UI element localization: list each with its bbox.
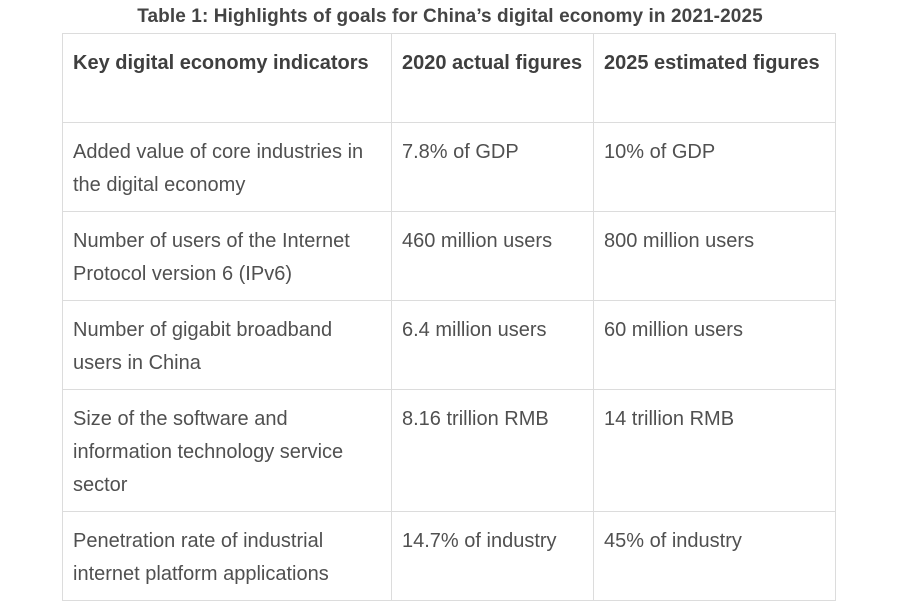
table-caption: Table 1: Highlights of goals for China’s… [137,6,763,27]
table-header-row: Key digital economy indicators 2020 actu… [62,33,836,123]
estimated-2025-cell: 10% of GDP [593,122,836,212]
indicator-cell: Number of users of the Internet Protocol… [62,211,392,301]
header-indicator: Key digital economy indicators [62,33,392,123]
header-2025-estimated: 2025 estimated figures [593,33,836,123]
header-2020-actual: 2020 actual figures [391,33,594,123]
actual-2020-cell: 8.16 trillion RMB [391,389,594,512]
table-row: Number of users of the Internet Protocol… [62,211,836,301]
actual-2020-cell: 7.8% of GDP [391,122,594,212]
table-row: Penetration rate of industrial internet … [62,511,836,601]
indicator-cell: Size of the software and information tec… [62,389,392,512]
table-row: Number of gigabit broadband users in Chi… [62,300,836,390]
table-row: Size of the software and information tec… [62,389,836,512]
estimated-2025-cell: 14 trillion RMB [593,389,836,512]
table-row: Added value of core industries in the di… [62,122,836,212]
digital-economy-table: Key digital economy indicators 2020 actu… [62,33,836,601]
indicator-cell: Added value of core industries in the di… [62,122,392,212]
estimated-2025-cell: 60 million users [593,300,836,390]
indicator-cell: Number of gigabit broadband users in Chi… [62,300,392,390]
indicator-cell: Penetration rate of industrial internet … [62,511,392,601]
estimated-2025-cell: 800 million users [593,211,836,301]
actual-2020-cell: 6.4 million users [391,300,594,390]
actual-2020-cell: 460 million users [391,211,594,301]
actual-2020-cell: 14.7% of industry [391,511,594,601]
estimated-2025-cell: 45% of industry [593,511,836,601]
